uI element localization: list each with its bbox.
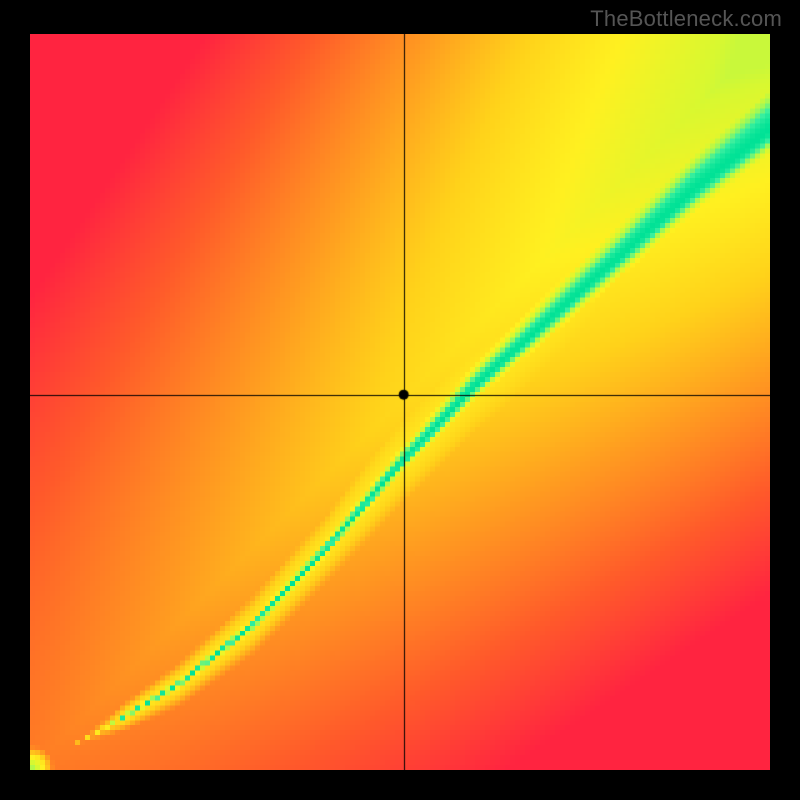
- watermark-text: TheBottleneck.com: [590, 6, 782, 32]
- bottleneck-heatmap-chart: TheBottleneck.com: [0, 0, 800, 800]
- crosshair-overlay: [30, 34, 770, 770]
